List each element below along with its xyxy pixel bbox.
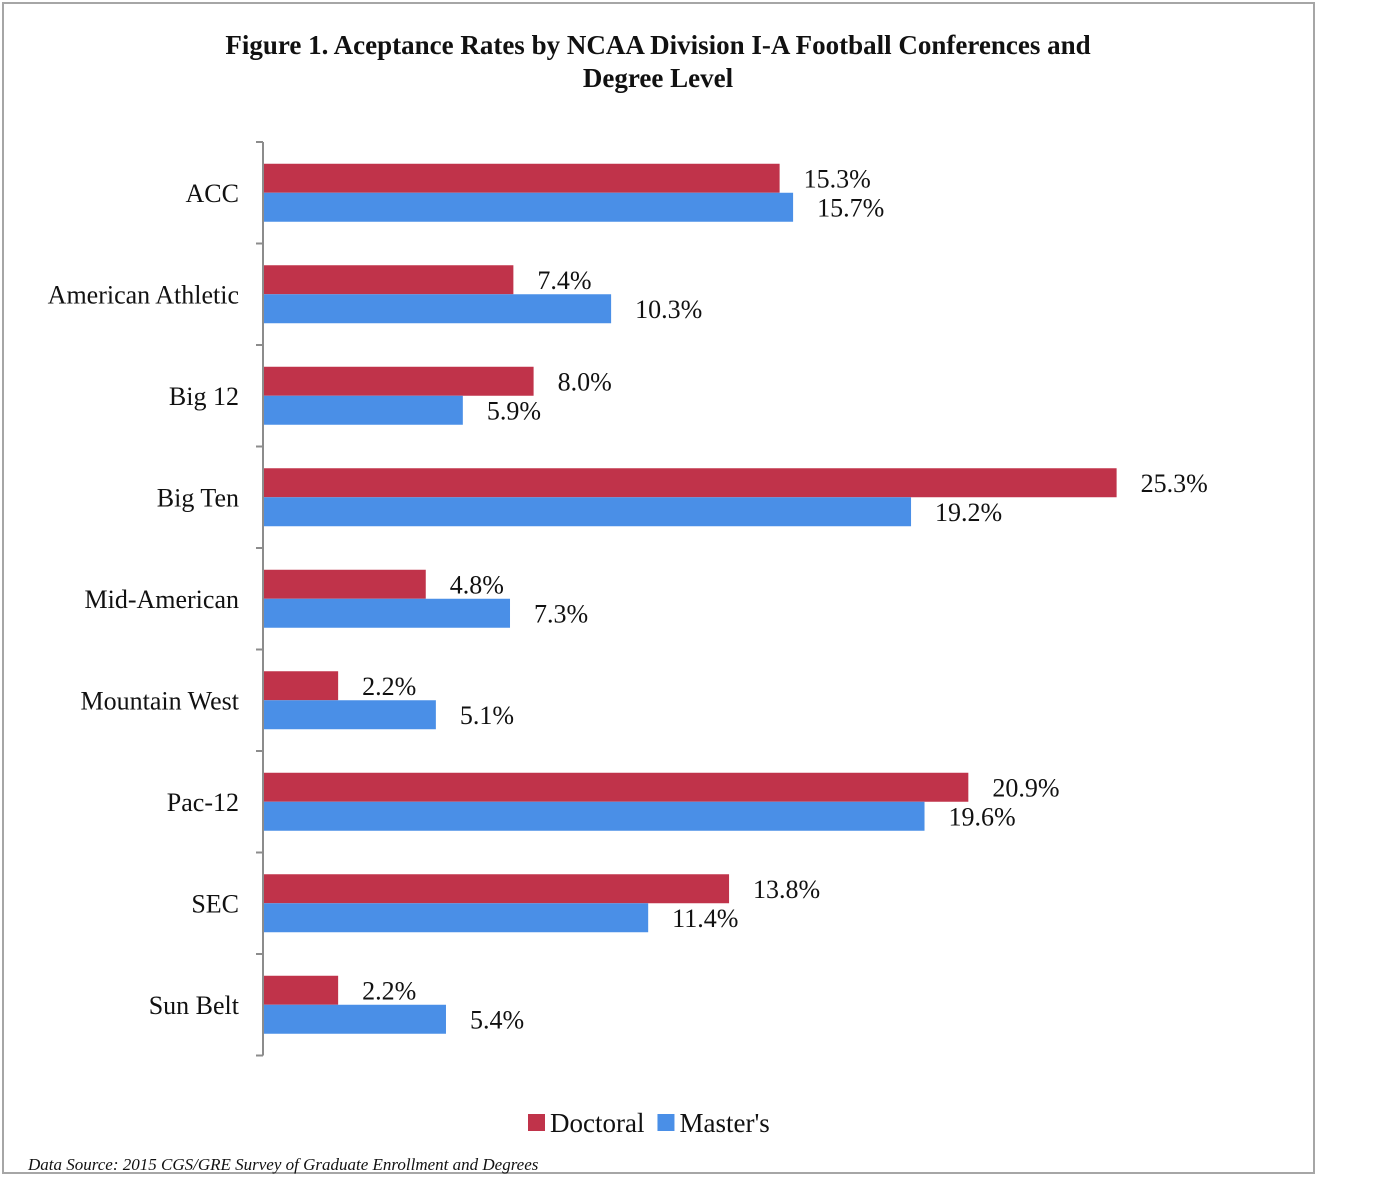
doctoral-bar (264, 366, 534, 396)
masters-bar (264, 192, 794, 222)
doctoral-legend-swatch (528, 1114, 545, 1131)
masters-value-label: 7.3% (534, 599, 588, 628)
doctoral-bar (264, 975, 339, 1005)
doctoral-value-label: 8.0% (558, 367, 612, 396)
doctoral-value-label: 25.3% (1141, 469, 1208, 498)
masters-legend-swatch (657, 1114, 675, 1131)
doctoral-bar (264, 569, 426, 599)
doctoral-bar (264, 163, 780, 193)
chart-title-line-2: Degree Level (582, 63, 734, 93)
masters-bar (264, 395, 463, 425)
category-label: Mid-American (84, 585, 239, 614)
category-label: ACC (186, 179, 239, 208)
category-label: SEC (191, 889, 239, 918)
category-label: Mountain West (81, 686, 240, 715)
masters-value-label: 5.4% (470, 1005, 524, 1034)
masters-bar (264, 598, 511, 628)
doctoral-bar (264, 265, 514, 295)
masters-value-label: 19.2% (935, 498, 1002, 527)
chart-title-line-1: Figure 1. Aceptance Rates by NCAA Divisi… (225, 30, 1091, 60)
masters-value-label: 5.9% (487, 396, 541, 425)
category-label: Pac-12 (167, 788, 239, 817)
doctoral-value-label: 7.4% (537, 266, 591, 295)
doctoral-bar (264, 874, 730, 904)
doctoral-value-label: 15.3% (804, 164, 871, 193)
masters-value-label: 11.4% (672, 904, 738, 933)
masters-bar (264, 903, 649, 933)
doctoral-bar (264, 671, 339, 701)
doctoral-bar (264, 772, 969, 802)
doctoral-value-label: 2.2% (362, 976, 416, 1005)
doctoral-value-label: 13.8% (753, 875, 820, 904)
doctoral-bar (264, 468, 1117, 498)
masters-bar (264, 1004, 446, 1034)
doctoral-value-label: 4.8% (450, 570, 504, 599)
doctoral-value-label: 2.2% (362, 672, 416, 701)
masters-value-label: 5.1% (460, 701, 514, 730)
masters-legend-label: Master's (679, 1108, 769, 1138)
doctoral-value-label: 20.9% (992, 773, 1059, 802)
category-label: Sun Belt (149, 991, 240, 1020)
data-source-note: Data Source: 2015 CGS/GRE Survey of Grad… (28, 1155, 539, 1174)
category-label: American Athletic (48, 280, 239, 309)
masters-bar (264, 700, 436, 730)
doctoral-legend-label: Doctoral (550, 1108, 644, 1138)
masters-value-label: 10.3% (635, 295, 702, 324)
category-label: Big Ten (157, 483, 239, 512)
masters-value-label: 15.7% (817, 193, 884, 222)
masters-value-label: 19.6% (949, 802, 1016, 831)
masters-bar (264, 497, 912, 527)
masters-bar (264, 801, 925, 831)
category-label: Big 12 (169, 382, 239, 411)
masters-bar (264, 294, 612, 324)
